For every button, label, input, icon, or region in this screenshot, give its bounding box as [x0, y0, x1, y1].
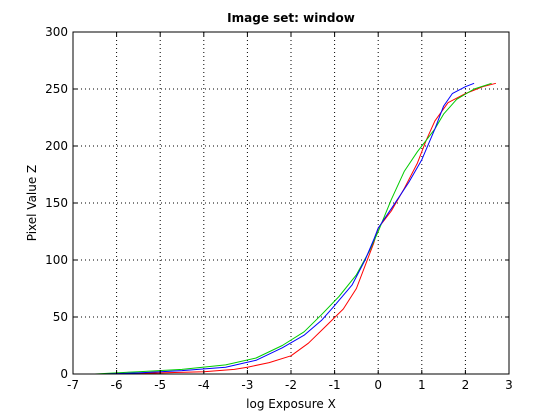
x-tick-label: -2 [285, 378, 297, 392]
x-tick-label: 0 [374, 378, 382, 392]
y-axis-label: Pixel Value Z [25, 165, 39, 242]
y-tick-label: 300 [45, 25, 68, 39]
x-tick-label: -4 [198, 378, 210, 392]
y-tick-label: 50 [53, 310, 68, 324]
x-tick-label: -7 [67, 378, 79, 392]
x-tick-label: 2 [462, 378, 470, 392]
plot-area [73, 32, 509, 374]
tick-label-layer: -7 -6 -5 -4 -3 -2 -1 0 1 2 3 0 50 100 150 200 250 300 [45, 25, 513, 392]
x-tick-label: 1 [418, 378, 426, 392]
x-tick-label: -3 [241, 378, 253, 392]
x-tick-label: -6 [111, 378, 123, 392]
series-line-3 [103, 82, 475, 375]
series-layer [94, 82, 497, 375]
x-tick-label: -5 [154, 378, 166, 392]
x-tick-label: 3 [505, 378, 513, 392]
y-tick-label: 100 [45, 253, 68, 267]
y-tick-label: 0 [60, 367, 68, 381]
y-tick-label: 150 [45, 196, 68, 210]
y-tick-label: 200 [45, 139, 68, 153]
chart-title: Image set: window [227, 11, 355, 25]
y-tick-label: 250 [45, 82, 68, 96]
x-tick-label: -1 [329, 378, 341, 392]
grid-layer [73, 32, 509, 374]
tick-layer [72, 31, 510, 375]
x-axis-label: log Exposure X [246, 397, 336, 411]
series-line-1 [112, 82, 497, 375]
